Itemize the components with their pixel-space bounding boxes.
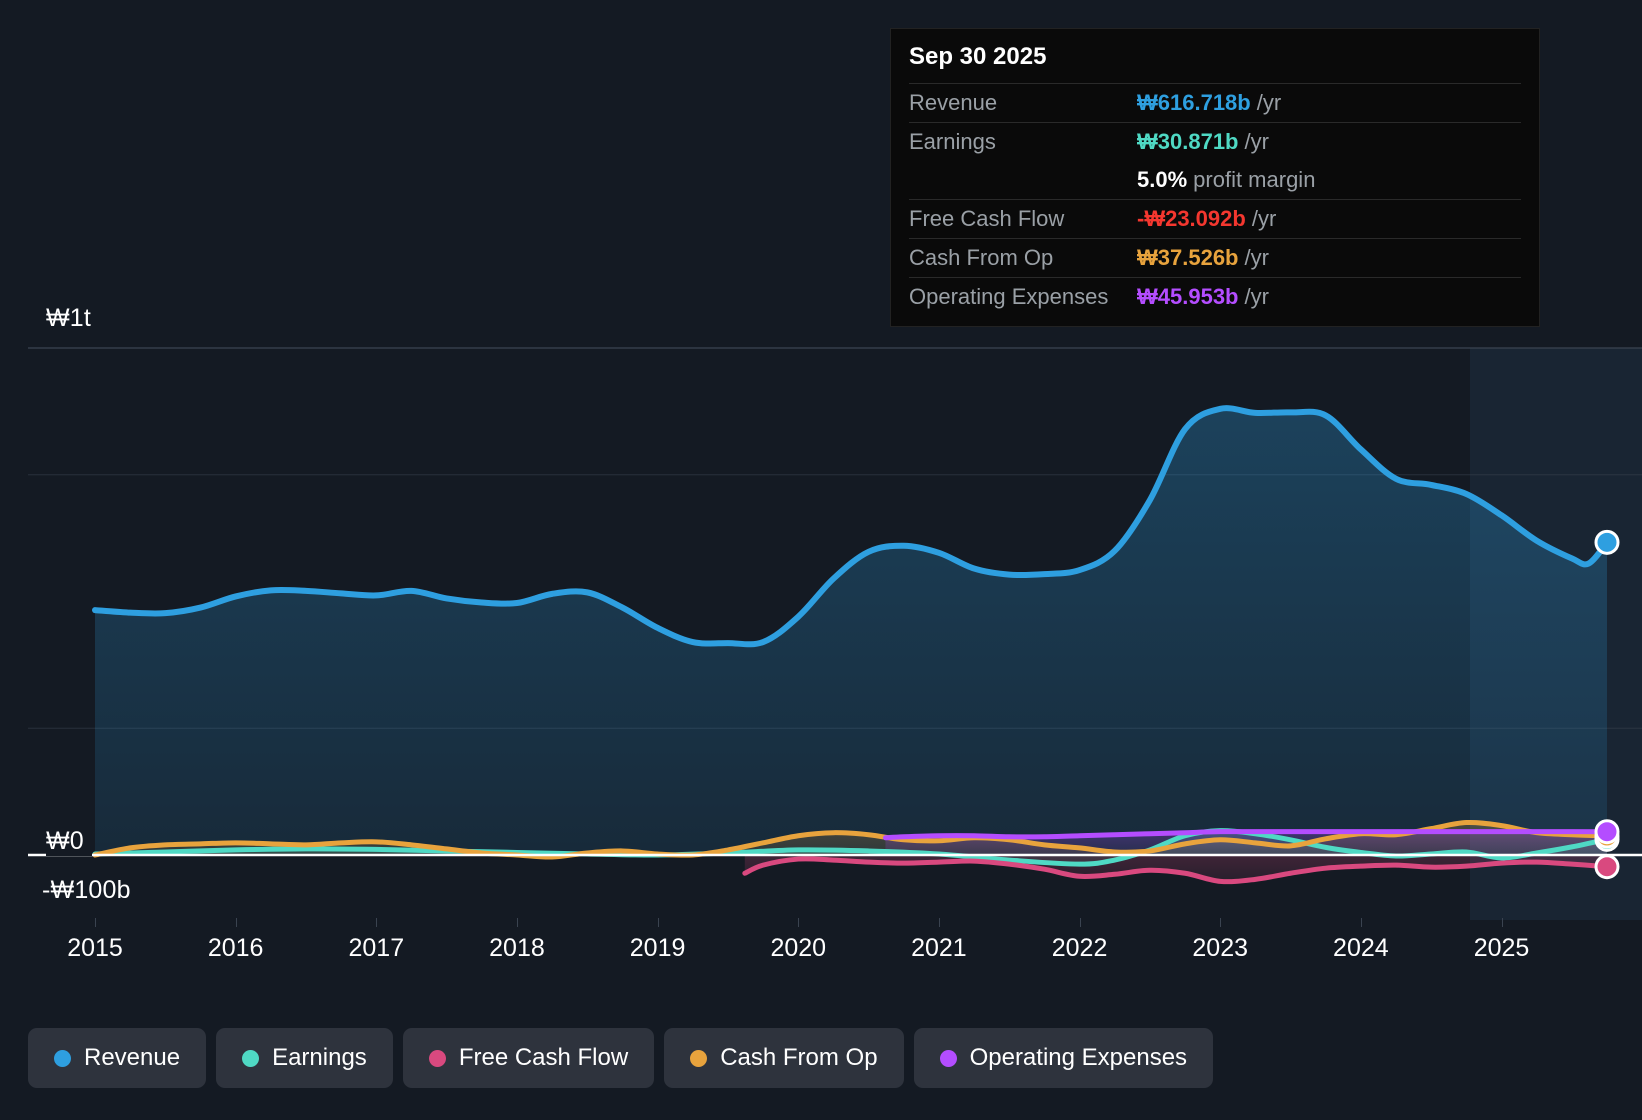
x-axis-label-2025: 2025 xyxy=(1473,934,1530,962)
x-axis-label-2015: 2015 xyxy=(67,934,123,962)
endpoint-marker-free-cash-flow xyxy=(1594,854,1620,880)
x-axis-tick xyxy=(657,918,659,927)
tooltip-row-label: Revenue xyxy=(909,90,998,115)
tooltip-row-value: 5.0% profit margin xyxy=(1137,167,1316,192)
legend-item-cash-from-op[interactable]: Cash From Op xyxy=(664,1028,904,1088)
tooltip-row: Revenue ₩616.718b/yr xyxy=(909,83,1521,122)
legend-color-dot-icon xyxy=(428,1049,446,1067)
series-line-revenue xyxy=(92,405,1610,648)
legend-color-dot-icon xyxy=(690,1049,708,1067)
tooltip-row-label: Operating Expenses xyxy=(909,284,1109,309)
x-axis-label-2024: 2024 xyxy=(1333,934,1389,962)
x-axis-label-2018: 2018 xyxy=(489,934,545,962)
x-axis-label-2016: 2016 xyxy=(207,934,264,962)
tooltip-date: Sep 30 2025 xyxy=(909,43,1047,70)
chart-legend[interactable]: Revenue Earnings Free Cash Flow Cash From O… xyxy=(28,1028,1214,1088)
legend-item-label: Free Cash Flow xyxy=(458,1044,629,1071)
data-tooltip: Sep 30 2025 Revenue ₩616.718b/yr Earnings ₩… xyxy=(890,28,1540,327)
tooltip-row-value: ₩30.871b/yr xyxy=(1137,129,1269,154)
tooltip-row: Cash From Op ₩37.526b/yr xyxy=(909,238,1521,277)
legend-item-revenue[interactable]: Revenue xyxy=(28,1028,207,1088)
tooltip-row-value: ₩37.526b/yr xyxy=(1137,245,1269,270)
legend-item-earnings[interactable]: Earnings xyxy=(216,1028,393,1088)
legend-item-label: Cash From Op xyxy=(720,1044,878,1071)
x-axis-label-2022: 2022 xyxy=(1051,934,1108,962)
x-axis-tick xyxy=(1220,918,1222,927)
tooltip-row-value: ₩616.718b/yr xyxy=(1137,90,1282,115)
x-axis: 2015 2016 2017 2018 2019 2020 2021 2022 2023 2024… xyxy=(0,918,1642,978)
tooltip-row: Earnings ₩30.871b/yr xyxy=(909,122,1521,161)
legend-item-operating-expenses[interactable]: Operating Expenses xyxy=(913,1028,1214,1088)
tooltip-rows: Revenue ₩616.718b/yr Earnings ₩30.871b/yr 5.… xyxy=(909,83,1521,316)
tooltip-row-value: -₩23.092b/yr xyxy=(1137,206,1277,231)
tooltip-row: Operating Expenses ₩45.953b/yr xyxy=(909,277,1521,316)
x-axis-tick xyxy=(938,918,940,927)
y-axis-label-negative: -₩100b xyxy=(42,876,139,905)
tooltip-row-unit: /yr xyxy=(1244,284,1269,309)
tooltip-row-unit: profit margin xyxy=(1193,167,1316,192)
x-axis-tick xyxy=(1501,918,1503,927)
tooltip-row-value: ₩45.953b/yr xyxy=(1137,284,1269,309)
x-axis-label-2019: 2019 xyxy=(629,934,686,962)
legend-color-dot-icon xyxy=(939,1049,957,1067)
endpoint-marker-operating-expenses xyxy=(1594,819,1620,845)
legend-item-label: Revenue xyxy=(84,1044,181,1071)
tooltip-row-unit: /yr xyxy=(1256,90,1282,115)
tooltip-row-label: Free Cash Flow xyxy=(909,206,1065,231)
x-axis-tick xyxy=(376,918,378,927)
tooltip-row-label: Cash From Op xyxy=(909,245,1054,270)
legend-color-dot-icon xyxy=(54,1049,71,1067)
endpoint-marker-revenue xyxy=(1594,529,1620,555)
series-area-revenue xyxy=(95,408,1607,855)
series-line-operating-expenses xyxy=(882,829,1610,841)
series-area-free-cash-flow xyxy=(744,855,1607,882)
chart-endpoint-markers xyxy=(1594,529,1620,880)
tooltip-row: Free Cash Flow -₩23.092b/yr xyxy=(909,199,1521,238)
legend-color-dot-icon xyxy=(242,1049,260,1067)
y-axis-label-top: ₩1t xyxy=(46,304,100,333)
x-axis-tick xyxy=(516,918,518,927)
y-axis-label-zero: ₩0 xyxy=(46,827,92,856)
x-axis-tick xyxy=(798,918,800,927)
tooltip-row-unit: /yr xyxy=(1244,245,1269,270)
tooltip-row-label: Earnings xyxy=(909,129,996,154)
x-axis-tick xyxy=(1360,918,1362,927)
x-axis-label-2017: 2017 xyxy=(348,934,405,962)
tooltip-row-unit: /yr xyxy=(1244,129,1269,154)
x-axis-tick xyxy=(1079,918,1081,927)
x-axis-label-2020: 2020 xyxy=(770,934,827,962)
x-axis-label-2021: 2021 xyxy=(911,934,967,962)
tooltip-row-unit: /yr xyxy=(1251,206,1277,231)
legend-item-label: Operating Expenses xyxy=(969,1044,1188,1071)
x-axis-label-2023: 2023 xyxy=(1192,934,1249,962)
legend-item-label: Earnings xyxy=(272,1044,367,1071)
x-axis-tick xyxy=(95,918,96,927)
x-axis-tick xyxy=(235,918,237,927)
series-line-free-cash-flow xyxy=(742,856,1610,885)
legend-item-free-cash-flow[interactable]: Free Cash Flow xyxy=(402,1028,655,1088)
tooltip-row: 5.0% profit margin xyxy=(909,161,1521,199)
